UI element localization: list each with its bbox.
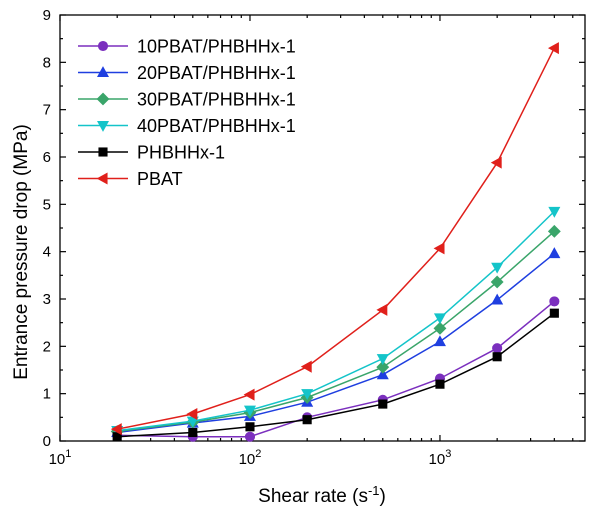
data-point bbox=[547, 42, 559, 55]
series-10PBAT/PHBHHx-1 bbox=[112, 296, 560, 442]
data-point bbox=[245, 422, 255, 432]
data-point bbox=[492, 352, 502, 362]
legend-item: 10PBAT/PHBHHx-1 bbox=[78, 37, 296, 57]
legend-label: PBAT bbox=[137, 169, 183, 189]
legend-marker bbox=[96, 92, 110, 106]
x-axis-title: Shear rate (s-1) bbox=[258, 483, 386, 507]
y-tick-label: 9 bbox=[43, 7, 51, 24]
x-tick-label: 103 bbox=[429, 448, 452, 468]
legend-marker bbox=[96, 66, 110, 78]
data-point bbox=[491, 293, 504, 305]
data-point bbox=[433, 335, 446, 347]
legend-label: 30PBAT/PHBHHx-1 bbox=[137, 90, 296, 110]
data-point bbox=[110, 423, 122, 436]
x-tick-label: 101 bbox=[49, 448, 72, 468]
y-axis-title: Entrance pressure drop (MPa) bbox=[11, 124, 32, 380]
y-axis: 0 1 2 3 4 5 6 7 8 9 bbox=[43, 7, 585, 450]
data-point bbox=[376, 368, 389, 380]
y-tick-label: 3 bbox=[43, 291, 51, 308]
x-tick-label-base: 10 bbox=[49, 451, 66, 468]
series-line bbox=[117, 47, 555, 430]
legend-label: 20PBAT/PHBHHx-1 bbox=[137, 63, 296, 83]
series-PBAT bbox=[110, 42, 559, 436]
y-tick-label: 1 bbox=[43, 386, 51, 403]
legend-item: 40PBAT/PHBHHx-1 bbox=[78, 116, 296, 136]
legend-marker bbox=[98, 147, 108, 157]
series-line bbox=[117, 312, 555, 438]
y-tick-label: 2 bbox=[43, 338, 51, 355]
y-tick-label: 8 bbox=[43, 54, 51, 71]
legend-marker bbox=[96, 172, 108, 185]
x-axis-title-main: Shear rate (s bbox=[258, 486, 368, 507]
y-tick-label: 0 bbox=[43, 433, 51, 450]
data-point bbox=[549, 308, 559, 318]
legend-label: 40PBAT/PHBHHx-1 bbox=[137, 116, 296, 136]
series-PHBHHx-1 bbox=[112, 308, 559, 442]
x-tick-label-base: 10 bbox=[239, 451, 256, 468]
series-40PBAT/PHBHHx-1 bbox=[111, 206, 561, 437]
data-point bbox=[492, 343, 503, 354]
series-line bbox=[117, 253, 555, 434]
data-point bbox=[300, 360, 312, 373]
data-point bbox=[433, 321, 447, 335]
data-point bbox=[302, 415, 312, 425]
data-point bbox=[433, 313, 446, 325]
data-point bbox=[376, 303, 388, 316]
y-tick-label: 5 bbox=[43, 196, 51, 213]
data-point bbox=[301, 389, 314, 401]
legend-item: PBAT bbox=[78, 169, 183, 189]
data-point bbox=[378, 399, 388, 409]
series-layer bbox=[110, 42, 561, 442]
data-point bbox=[435, 379, 445, 389]
data-point bbox=[490, 156, 502, 169]
data-point bbox=[549, 296, 560, 307]
series-line bbox=[117, 300, 555, 438]
data-point bbox=[491, 262, 504, 274]
series-line bbox=[117, 210, 555, 432]
data-point bbox=[186, 408, 198, 421]
data-point bbox=[547, 224, 561, 238]
legend-marker bbox=[96, 120, 110, 132]
x-axis-title-end: ) bbox=[380, 486, 386, 507]
x-tick-label-exp: 1 bbox=[65, 448, 71, 460]
x-tick-label-exp: 3 bbox=[445, 448, 451, 460]
legend-item: 20PBAT/PHBHHx-1 bbox=[78, 63, 296, 83]
data-point bbox=[490, 275, 504, 289]
x-axis-title-sup: -1 bbox=[368, 483, 380, 498]
x-tick-label: 102 bbox=[239, 448, 262, 468]
legend-item: PHBHHx-1 bbox=[78, 143, 225, 163]
data-point bbox=[433, 242, 445, 255]
legend: 10PBAT/PHBHHx-1 20PBAT/PHBHHx-1 30PBAT/PHB… bbox=[78, 37, 296, 189]
x-axis: 101 102 103 bbox=[49, 15, 574, 468]
data-point bbox=[244, 431, 256, 442]
y-tick-label: 7 bbox=[43, 102, 51, 119]
data-point bbox=[188, 427, 198, 438]
data-point bbox=[243, 388, 255, 401]
y-tick-label: 4 bbox=[43, 244, 51, 261]
data-point bbox=[548, 247, 561, 259]
legend-marker bbox=[97, 40, 109, 52]
legend-label: 10PBAT/PHBHHx-1 bbox=[137, 37, 296, 57]
data-point bbox=[243, 405, 256, 417]
series-line bbox=[117, 230, 555, 433]
legend-item: 30PBAT/PHBHHx-1 bbox=[78, 90, 296, 110]
x-tick-label-base: 10 bbox=[429, 451, 446, 468]
y-tick-label: 6 bbox=[43, 149, 51, 166]
series-30PBAT/PHBHHx-1 bbox=[110, 224, 561, 438]
data-point bbox=[376, 360, 390, 374]
data-point bbox=[548, 206, 561, 218]
x-tick-label-exp: 2 bbox=[255, 448, 261, 460]
series-20PBAT/PHBHHx-1 bbox=[111, 247, 561, 438]
data-point bbox=[376, 354, 389, 366]
legend-label: PHBHHx-1 bbox=[137, 143, 225, 163]
